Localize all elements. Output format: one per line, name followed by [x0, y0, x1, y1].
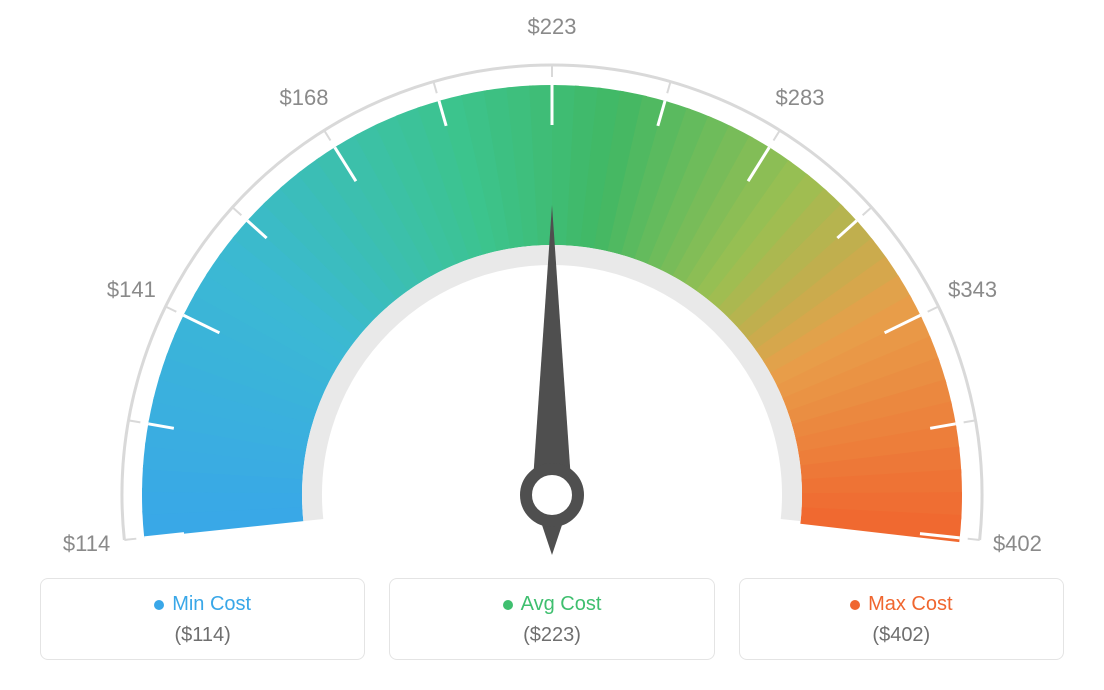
legend-row: Min Cost ($114) Avg Cost ($223) Max Cost…: [0, 578, 1104, 660]
legend-card-min: Min Cost ($114): [40, 578, 365, 660]
legend-card-max: Max Cost ($402): [739, 578, 1064, 660]
gauge-tick-label: $114: [63, 531, 110, 557]
legend-header-avg: Avg Cost: [400, 593, 703, 616]
legend-header-max: Max Cost: [750, 593, 1053, 616]
gauge-tick-label: $283: [776, 85, 825, 111]
gauge-hub: [526, 469, 578, 521]
legend-card-avg: Avg Cost ($223): [389, 578, 714, 660]
dot-icon: [850, 600, 860, 610]
dot-icon: [503, 600, 513, 610]
legend-title-max: Max Cost: [868, 593, 952, 616]
gauge-svg: [0, 0, 1104, 560]
legend-value-min: ($114): [51, 624, 354, 647]
gauge-tick-label: $402: [993, 531, 1042, 557]
gauge-tick-label: $223: [528, 14, 577, 40]
gauge-tick-label: $168: [280, 85, 329, 111]
cost-gauge: $114 $141 $168 $223 $283 $343 $402: [0, 0, 1104, 560]
dot-icon: [154, 600, 164, 610]
legend-title-min: Min Cost: [172, 593, 251, 616]
legend-header-min: Min Cost: [51, 593, 354, 616]
legend-title-avg: Avg Cost: [521, 593, 602, 616]
gauge-tick-label: $343: [948, 277, 997, 303]
legend-value-max: ($402): [750, 624, 1053, 647]
legend-value-avg: ($223): [400, 624, 703, 647]
gauge-tick-label: $141: [107, 277, 156, 303]
